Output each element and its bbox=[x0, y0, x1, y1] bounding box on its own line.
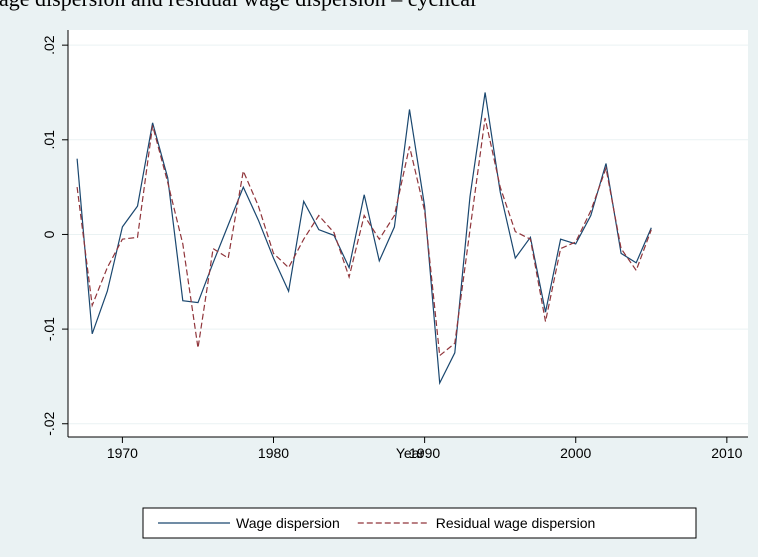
series-line bbox=[76, 117, 652, 357]
x-tick-label: 1970 bbox=[107, 445, 138, 461]
y-tick-label: -.02 bbox=[41, 411, 57, 435]
x-axis-label: Year bbox=[396, 445, 425, 461]
x-tick-label: 1980 bbox=[258, 445, 289, 461]
x-tick-label: 1990 bbox=[409, 445, 440, 461]
chart-title: Wage dispersion and residual wage disper… bbox=[0, 0, 476, 11]
x-tick-label: 2000 bbox=[560, 445, 591, 461]
legend-box bbox=[142, 507, 697, 539]
x-tick-label: 2010 bbox=[711, 445, 742, 461]
y-tick-label: .01 bbox=[41, 130, 57, 150]
plot-area bbox=[68, 30, 748, 437]
legend-label: Residual wage dispersion bbox=[436, 515, 596, 531]
series-line bbox=[76, 92, 652, 386]
y-tick-label: .02 bbox=[41, 35, 57, 55]
y-tick-label: 0 bbox=[41, 230, 57, 238]
legend-label: Wage dispersion bbox=[236, 515, 340, 531]
y-tick-label: -.01 bbox=[41, 317, 57, 341]
